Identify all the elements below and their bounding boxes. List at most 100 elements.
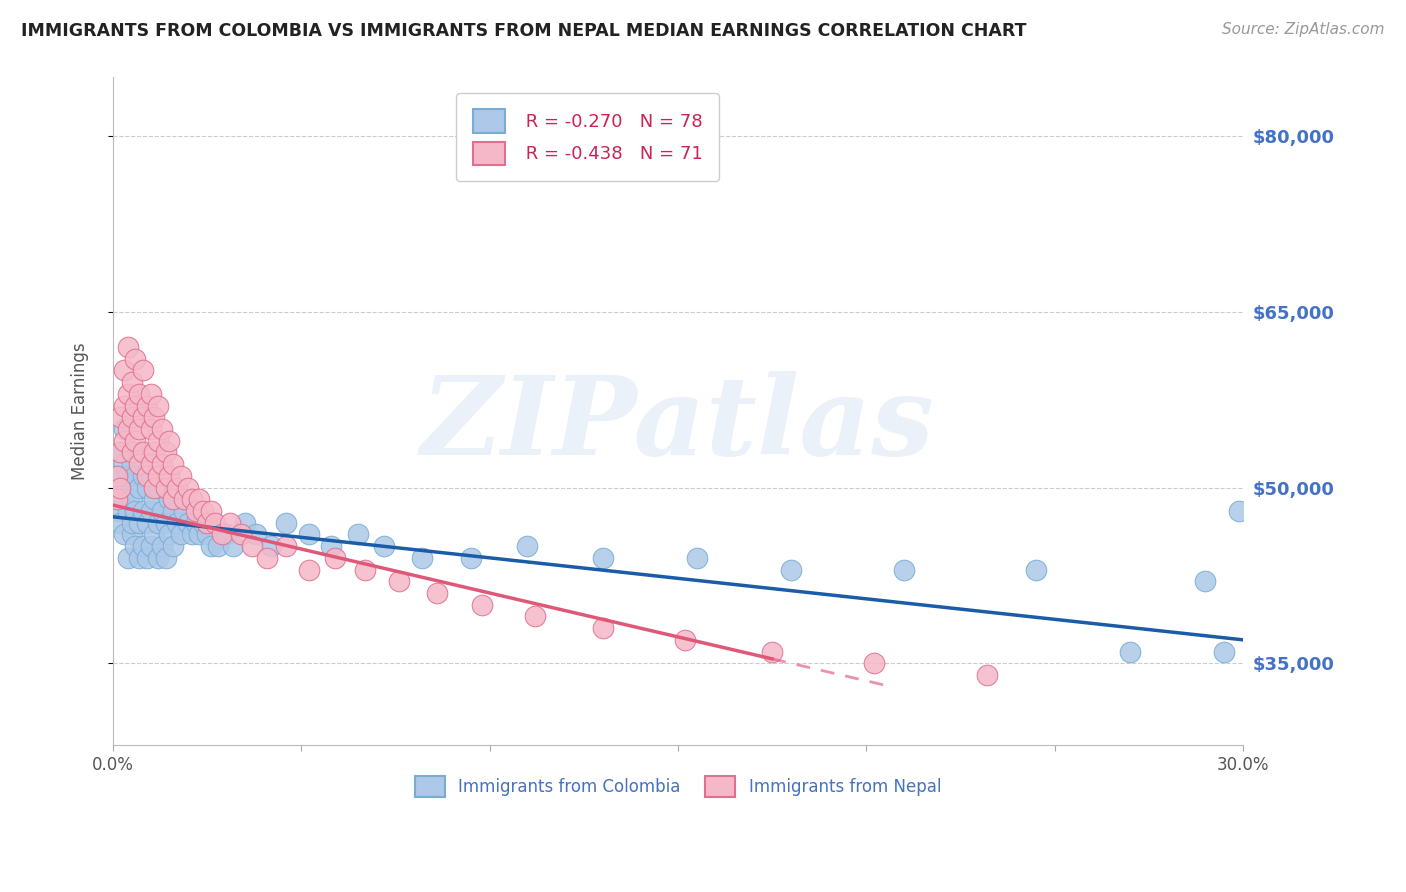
Text: ZIPatlas: ZIPatlas: [420, 371, 935, 478]
Point: [523, 609, 546, 624]
Point: [177, 516, 200, 530]
Point: [976, 668, 998, 682]
Point: [105, 468, 128, 483]
Point: [143, 445, 166, 459]
Point: [121, 516, 143, 530]
Point: [863, 657, 886, 671]
Point: [139, 386, 162, 401]
Point: [195, 527, 218, 541]
Point: [117, 504, 139, 518]
Y-axis label: Median Earnings: Median Earnings: [72, 343, 89, 480]
Point: [146, 516, 169, 530]
Point: [321, 539, 343, 553]
Point: [298, 527, 321, 541]
Point: [240, 539, 263, 553]
Point: [215, 527, 238, 541]
Point: [177, 481, 200, 495]
Point: [135, 481, 157, 495]
Point: [110, 410, 132, 425]
Point: [112, 363, 135, 377]
Point: [150, 539, 173, 553]
Point: [155, 481, 177, 495]
Point: [354, 562, 377, 576]
Point: [471, 598, 494, 612]
Point: [181, 492, 204, 507]
Point: [460, 550, 482, 565]
Point: [245, 527, 267, 541]
Point: [128, 481, 150, 495]
Point: [761, 644, 783, 658]
Point: [218, 516, 240, 530]
Point: [105, 504, 128, 518]
Point: [166, 481, 188, 495]
Point: [121, 445, 143, 459]
Point: [780, 562, 803, 576]
Point: [124, 351, 146, 366]
Point: [346, 527, 368, 541]
Point: [112, 399, 135, 413]
Point: [117, 386, 139, 401]
Point: [124, 539, 146, 553]
Point: [146, 434, 169, 448]
Point: [233, 516, 256, 530]
Point: [124, 399, 146, 413]
Point: [146, 468, 169, 483]
Point: [155, 516, 177, 530]
Text: Source: ZipAtlas.com: Source: ZipAtlas.com: [1222, 22, 1385, 37]
Point: [675, 632, 697, 647]
Point: [110, 445, 132, 459]
Point: [162, 504, 184, 518]
Point: [200, 539, 222, 553]
Point: [121, 457, 143, 471]
Point: [117, 340, 139, 354]
Point: [256, 550, 278, 565]
Point: [128, 422, 150, 436]
Point: [200, 504, 222, 518]
Point: [139, 504, 162, 518]
Text: IMMIGRANTS FROM COLOMBIA VS IMMIGRANTS FROM NEPAL MEDIAN EARNINGS CORRELATION CH: IMMIGRANTS FROM COLOMBIA VS IMMIGRANTS F…: [21, 22, 1026, 40]
Point: [112, 492, 135, 507]
Point: [276, 539, 298, 553]
Legend: Immigrants from Colombia, Immigrants from Nepal: Immigrants from Colombia, Immigrants fro…: [408, 769, 948, 804]
Point: [112, 434, 135, 448]
Point: [166, 516, 188, 530]
Point: [222, 539, 245, 553]
Point: [686, 550, 709, 565]
Point: [128, 550, 150, 565]
Point: [135, 516, 157, 530]
Point: [135, 468, 157, 483]
Point: [143, 492, 166, 507]
Point: [204, 516, 226, 530]
Point: [323, 550, 346, 565]
Point: [193, 504, 215, 518]
Point: [173, 504, 195, 518]
Point: [132, 504, 155, 518]
Point: [128, 457, 150, 471]
Point: [260, 539, 283, 553]
Point: [143, 410, 166, 425]
Point: [195, 516, 218, 530]
Point: [516, 539, 538, 553]
Point: [229, 527, 252, 541]
Point: [105, 492, 128, 507]
Point: [132, 363, 155, 377]
Point: [162, 492, 184, 507]
Point: [121, 527, 143, 541]
Point: [112, 422, 135, 436]
Point: [128, 386, 150, 401]
Point: [173, 492, 195, 507]
Point: [592, 550, 614, 565]
Point: [121, 410, 143, 425]
Point: [184, 504, 207, 518]
Point: [592, 621, 614, 635]
Point: [1227, 504, 1250, 518]
Point: [1194, 574, 1216, 589]
Point: [188, 527, 211, 541]
Point: [132, 445, 155, 459]
Point: [169, 468, 191, 483]
Point: [150, 457, 173, 471]
Point: [157, 492, 180, 507]
Point: [157, 468, 180, 483]
Point: [162, 457, 184, 471]
Point: [110, 445, 132, 459]
